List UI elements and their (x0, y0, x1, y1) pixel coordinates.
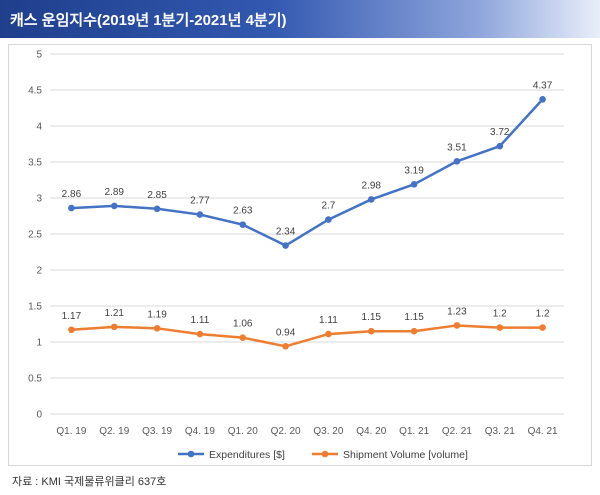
y-tick-label: 3 (36, 194, 42, 205)
shipment-volume-point (325, 330, 332, 338)
x-tick-label: Q4. 19 (185, 426, 215, 437)
x-tick-label: Q1. 20 (228, 426, 258, 437)
title-banner: 캐스 운임지수(2019년 1분기-2021년 4분기) (0, 0, 600, 38)
shipment-volume-data-label: 0.94 (276, 327, 296, 338)
expenditures-point (239, 221, 247, 228)
x-tick-label: Q2. 21 (442, 426, 472, 437)
line-chart: 0 0.5 1 1.5 2 2.5 3 3.5 4 4.5 5 Q1. 19 Q2. 19 Q3. 19… (28, 50, 564, 461)
expenditures-data-label: 2.85 (147, 190, 167, 201)
shipment-volume-data-label: 1.06 (233, 319, 253, 330)
expenditures-data-label: 2.63 (233, 206, 253, 217)
y-tick-label: 2.5 (28, 230, 42, 241)
y-tick-label: 1 (36, 338, 42, 349)
series-shipment-volume: 1.17 1.21 1.19 1.11 1.06 0.94 1.11 1.15 1.15 1.23… (62, 306, 550, 350)
expenditures-point (539, 96, 546, 103)
expenditures-point (367, 196, 375, 203)
expenditures-data-label: 3.72 (490, 127, 510, 138)
shipment-volume-data-label: 1.11 (191, 315, 210, 326)
x-axis-ticks: Q1. 19 Q2. 19 Q3. 19 Q4. 19 Q1. 20 Q2. 20 Q3. … (56, 426, 558, 437)
shipment-volume-point (110, 323, 118, 331)
shipment-volume-point (496, 324, 504, 331)
shipment-volume-point (539, 324, 546, 331)
shipment-volume-point (453, 322, 461, 329)
legend-item-expenditures: Expenditures [$] (178, 449, 285, 461)
expenditures-data-label: 3.19 (404, 165, 424, 176)
shipment-volume-point (282, 343, 289, 350)
expenditures-point (282, 242, 289, 249)
shipment-volume-point (239, 334, 247, 341)
expenditures-data-label: 2.34 (276, 227, 296, 238)
x-tick-label: Q4. 20 (356, 426, 386, 437)
legend-label: Expenditures [$] (209, 449, 285, 461)
chart-frame (8, 44, 592, 466)
shipment-volume-point (367, 327, 375, 335)
source-note: 자료 : KMI 국제물류위클리 637호 (12, 476, 167, 488)
y-tick-label: 0 (36, 410, 42, 421)
legend-swatch-marker (187, 450, 195, 458)
expenditures-point (196, 211, 204, 218)
expenditures-point (325, 216, 332, 223)
y-axis-ticks: 0 0.5 1 1.5 2 2.5 3 3.5 4 4.5 5 (28, 50, 42, 421)
expenditures-data-label: 3.51 (447, 142, 467, 153)
shipment-volume-point (196, 330, 204, 338)
x-tick-label: Q3. 19 (142, 426, 172, 437)
legend-swatch-marker (321, 450, 329, 458)
expenditures-data-label: 2.98 (362, 180, 382, 191)
shipment-volume-data-label: 1.2 (536, 309, 550, 320)
y-tick-label: 2 (36, 266, 42, 277)
shipment-volume-data-label: 1.15 (404, 312, 424, 323)
legend-label: Shipment Volume [volume] (343, 449, 468, 461)
x-tick-label: Q1. 19 (56, 426, 86, 437)
gridlines (50, 53, 564, 415)
y-tick-label: 4 (36, 122, 42, 133)
y-tick-label: 1.5 (28, 302, 42, 313)
expenditures-data-label: 4.37 (533, 80, 553, 91)
shipment-volume-data-label: 1.17 (62, 311, 82, 322)
expenditures-data-label: 2.86 (62, 189, 82, 200)
series: 2.86 2.89 2.85 2.77 2.63 2.34 2.7 2.98 3.19 3.51 3… (62, 80, 553, 350)
legend-item-shipment-volume: Shipment Volume [volume] (312, 449, 468, 461)
expenditures-point (496, 142, 504, 150)
expenditures-point (68, 204, 75, 212)
x-tick-label: Q4. 21 (528, 426, 558, 437)
x-tick-label: Q1. 21 (399, 426, 429, 437)
expenditures-point (110, 202, 118, 210)
expenditures-point (453, 157, 461, 165)
shipment-volume-point (410, 327, 418, 335)
x-tick-label: Q2. 19 (99, 426, 129, 437)
shipment-volume-data-label: 1.19 (147, 309, 167, 320)
shipment-volume-data-label: 1.15 (362, 312, 382, 323)
shipment-volume-line (71, 324, 543, 348)
expenditures-point (410, 181, 418, 188)
shipment-volume-point (153, 325, 161, 332)
y-tick-label: 5 (36, 50, 42, 61)
shipment-volume-data-label: 1.11 (319, 315, 338, 326)
shipment-volume-data-label: 1.21 (105, 308, 125, 319)
expenditures-line (71, 98, 544, 247)
series-expenditures: 2.86 2.89 2.85 2.77 2.63 2.34 2.7 2.98 3.19 3.51 3… (62, 80, 553, 249)
expenditures-data-label: 2.77 (190, 196, 210, 207)
expenditures-data-label: 2.89 (105, 187, 125, 198)
x-tick-label: Q3. 21 (485, 426, 515, 437)
x-tick-label: Q3. 20 (313, 426, 343, 437)
y-tick-label: 3.5 (28, 158, 42, 169)
y-tick-label: 4.5 (28, 86, 42, 97)
shipment-volume-point (68, 326, 75, 334)
expenditures-point (153, 205, 161, 213)
y-tick-label: 0.5 (28, 374, 42, 385)
x-tick-label: Q2. 20 (271, 426, 301, 437)
expenditures-data-label: 2.7 (321, 201, 335, 212)
shipment-volume-data-label: 1.2 (493, 309, 507, 320)
legend: Expenditures [$] Shipment Volume [volume] (178, 449, 468, 461)
shipment-volume-data-label: 1.23 (447, 306, 467, 317)
chart-title: 캐스 운임지수(2019년 1분기-2021년 4분기) (10, 12, 287, 29)
